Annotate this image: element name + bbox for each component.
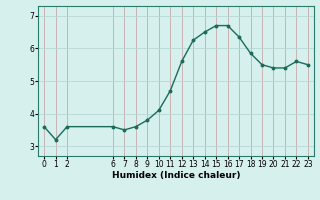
X-axis label: Humidex (Indice chaleur): Humidex (Indice chaleur)	[112, 171, 240, 180]
